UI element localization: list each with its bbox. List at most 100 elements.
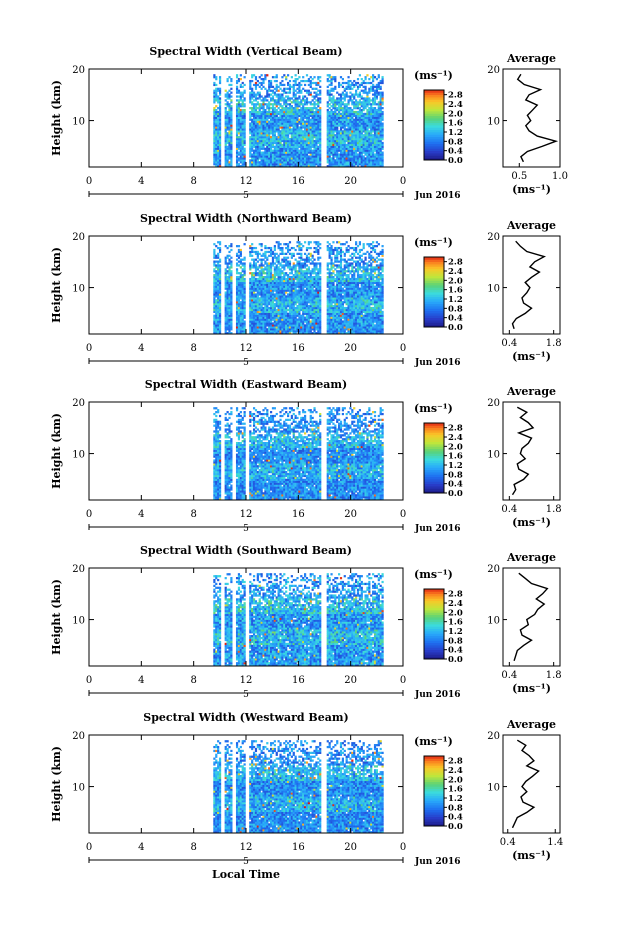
heatmap-cell — [310, 142, 312, 144]
heatmap-cell — [283, 303, 285, 305]
heatmap-cell — [304, 282, 306, 284]
heatmap-cell — [253, 128, 255, 130]
heatmap-cell — [217, 153, 219, 155]
heatmap-cell — [219, 328, 221, 330]
heatmap-cell — [340, 115, 342, 117]
heatmap-cell — [344, 107, 346, 109]
heatmap-cell — [215, 136, 217, 138]
heatmap-cell — [313, 155, 315, 157]
heatmap-cell — [370, 113, 372, 115]
heatmap-cell — [291, 320, 293, 322]
heatmap-cell — [300, 270, 302, 272]
heatmap-cell — [238, 284, 240, 286]
heatmap-cell — [255, 284, 257, 286]
heatmap-cell — [310, 126, 312, 128]
heatmap-cell — [225, 319, 227, 321]
heatmap-cell — [270, 247, 272, 249]
heatmap-cell — [244, 97, 246, 99]
heatmap-cell — [359, 124, 361, 126]
heatmap-cell — [357, 153, 359, 155]
heatmap-cell — [298, 90, 300, 92]
heatmap-cell — [378, 105, 380, 107]
heatmap-cell — [213, 311, 215, 313]
heatmap-cell — [225, 276, 227, 278]
heatmap-cell — [215, 324, 217, 326]
heatmap-cell — [238, 291, 240, 293]
heatmap-cell — [215, 146, 217, 148]
heatmap-cell — [264, 245, 266, 247]
heatmap-cell — [289, 107, 291, 109]
heatmap-cell — [380, 115, 382, 117]
heatmap-cell — [227, 161, 229, 163]
heatmap-cell — [268, 90, 270, 92]
heatmap-cell — [266, 297, 268, 299]
heatmap-cell — [225, 272, 227, 274]
heatmap-cell — [372, 119, 374, 121]
heatmap-cell — [329, 140, 331, 142]
heatmap-cell — [257, 134, 259, 136]
heatmap-cell — [368, 82, 370, 84]
heatmap-cell — [227, 92, 229, 94]
heatmap-cell — [381, 78, 383, 80]
heatmap-cell — [368, 107, 370, 109]
heatmap-cell — [300, 150, 302, 152]
heatmap-cell — [308, 94, 310, 96]
heatmap-cell — [219, 320, 221, 322]
heatmap-cell — [327, 113, 329, 115]
heatmap-cell — [370, 109, 372, 111]
heatmap-cell — [228, 328, 230, 330]
heatmap-cell — [312, 95, 314, 97]
heatmap-cell — [225, 121, 227, 123]
heatmap-cell — [296, 282, 298, 284]
heatmap-cell — [217, 305, 219, 307]
heatmap-cell — [270, 311, 272, 313]
heatmap-cell — [230, 307, 232, 309]
heatmap-cell — [351, 94, 353, 96]
heatmap-cell — [274, 297, 276, 299]
heatmap-cell — [300, 309, 302, 311]
heatmap-cell — [227, 295, 229, 297]
heatmap-cell — [219, 268, 221, 270]
heatmap-cell — [370, 121, 372, 123]
heatmap-cell — [276, 293, 278, 295]
heatmap-cell — [213, 317, 215, 319]
heatmap-cell — [264, 295, 266, 297]
heatmap-cell — [380, 113, 382, 115]
heatmap-cell — [264, 97, 266, 99]
heatmap-cell — [293, 150, 295, 152]
heatmap-cell — [370, 144, 372, 146]
heatmap-cell — [306, 142, 308, 144]
heatmap-cell — [227, 123, 229, 125]
heatmap-cell — [259, 150, 261, 152]
heatmap-cell — [236, 113, 238, 115]
heatmap-cell — [251, 247, 253, 249]
heatmap-cell — [281, 84, 283, 86]
heatmap-cell — [310, 94, 312, 96]
heatmap-cell — [219, 142, 221, 144]
heatmap-cell — [315, 95, 317, 97]
heatmap-cell — [380, 109, 382, 111]
heatmap-cell — [278, 95, 280, 97]
heatmap-cell — [236, 309, 238, 311]
heatmap-cell — [272, 134, 274, 136]
heatmap-cell — [304, 307, 306, 309]
heatmap-cell — [327, 153, 329, 155]
heatmap-cell — [262, 136, 264, 138]
heatmap-cell — [327, 157, 329, 159]
heatmap-cell — [262, 86, 264, 88]
heatmap-cell — [215, 276, 217, 278]
heatmap-cell — [238, 105, 240, 107]
heatmap-cell — [259, 253, 261, 255]
heatmap-cell — [276, 138, 278, 140]
heatmap-cell — [281, 113, 283, 115]
panel-0: Spectral Width (Vertical Beam)2010Height… — [50, 45, 568, 201]
heatmap-cell — [240, 266, 242, 268]
heatmap-cell — [279, 121, 281, 123]
heatmap-cell — [266, 274, 268, 276]
heatmap-cell — [346, 130, 348, 132]
heatmap-cell — [359, 159, 361, 161]
heatmap-cell — [293, 266, 295, 268]
heatmap-cell — [242, 284, 244, 286]
heatmap-cell — [272, 311, 274, 313]
heatmap-cell — [276, 253, 278, 255]
